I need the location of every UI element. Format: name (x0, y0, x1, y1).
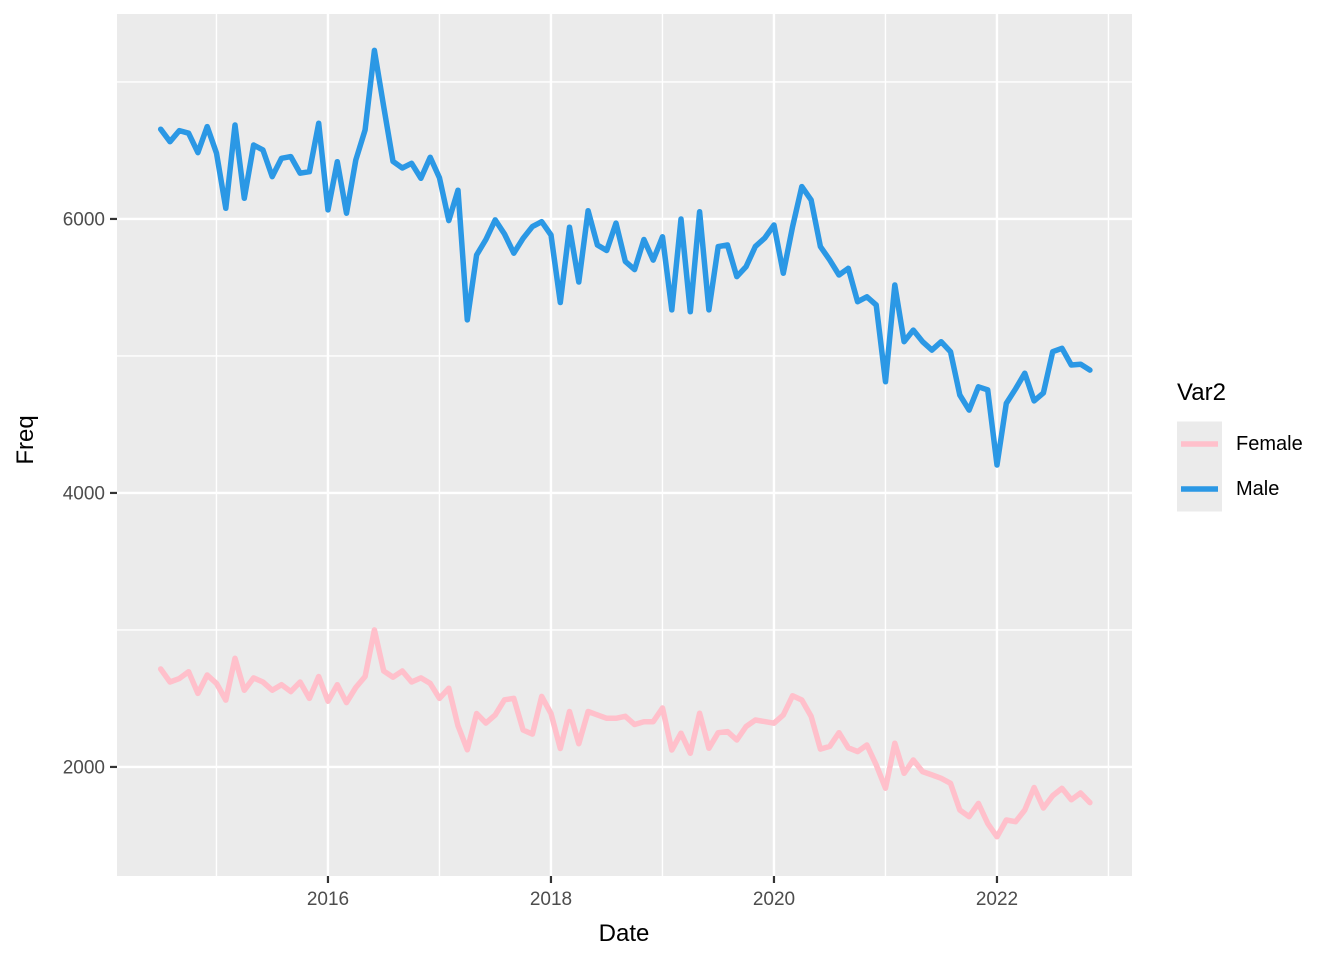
plot-panel (117, 14, 1132, 876)
legend-label-female: Female (1236, 433, 1303, 455)
legend: Var2 Female Male (1177, 379, 1303, 512)
y-tick-label: 6000 (63, 209, 105, 230)
gridlines-major (117, 14, 1132, 876)
axis-tick-labels: 2016 2018 2020 2022 2000 4000 6000 (63, 209, 1018, 910)
axis-tick-marks (110, 217, 999, 883)
x-tick-label: 2020 (753, 889, 795, 910)
x-tick-label: 2022 (976, 889, 1018, 910)
legend-title: Var2 (1177, 379, 1226, 406)
x-tick-label: 2016 (307, 889, 349, 910)
x-axis-title: Date (599, 920, 650, 947)
male-series-line (157, 47, 1093, 468)
y-tick-label: 2000 (63, 757, 105, 778)
y-axis-title: Freq (12, 415, 39, 464)
legend-label-male: Male (1236, 478, 1279, 500)
y-tick-label: 4000 (63, 483, 105, 504)
female-series-line (157, 627, 1093, 840)
data-series (157, 47, 1093, 840)
x-tick-label: 2018 (530, 889, 572, 910)
